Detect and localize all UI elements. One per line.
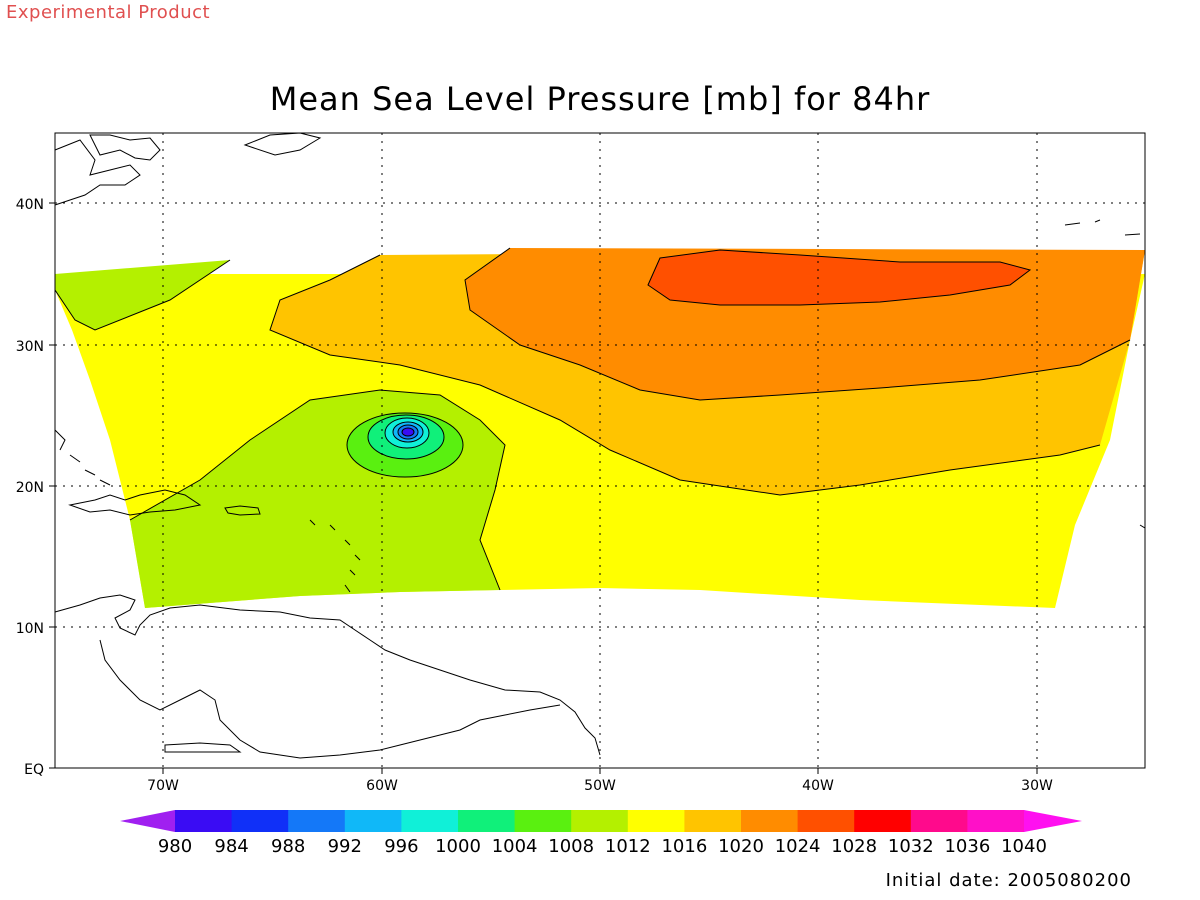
colorbar-segment [288,810,346,832]
colorbar-labels: 980 984 988 992 996 1000 1004 1008 1012 1016 1020 1… [158,836,1047,857]
colorbar-label: 1040 [1001,836,1047,857]
colorbar-label: 1036 [944,836,990,857]
lon-label: 40W [802,778,834,794]
colorbar-label: 1000 [435,836,481,857]
colorbar-segment [910,810,968,832]
axis-ticks [49,202,1038,774]
colorbar-segment [684,810,742,832]
colorbar-label: 984 [214,836,248,857]
colorbar-segment [514,810,572,832]
coastlines [54,132,1146,759]
lat-label: EQ [24,762,44,778]
storm-984 [402,428,414,436]
colorbar-label: 1012 [605,836,651,857]
initial-date: Initial date: 2005080200 [885,870,1132,891]
lon-label: 30W [1021,778,1053,794]
colorbar-label: 988 [271,836,305,857]
lat-label: 20N [16,480,44,496]
colorbar-label: 1008 [548,836,594,857]
experimental-product-label: Experimental Product [6,2,211,23]
colorbar-segment [175,810,233,832]
region-1024-high [648,250,1030,305]
colorbar-label: 1028 [831,836,877,857]
colorbar-segment [797,810,855,832]
map-title: Mean Sea Level Pressure [mb] for 84hr [269,80,931,118]
colorbar-segment [967,810,1025,832]
colorbar-label: 1032 [888,836,934,857]
colorbar-label: 996 [384,836,418,857]
colorbar-label: 1020 [718,836,764,857]
colorbar [120,810,1082,832]
colorbar-segment [231,810,289,832]
colorbar-segment [741,810,799,832]
colorbar-segment [344,810,402,832]
colorbar-label: 1024 [775,836,821,857]
lon-label: 70W [147,778,179,794]
colorbar-segment [854,810,912,832]
colorbar-arrow-low [120,810,175,832]
lat-label: 10N [16,621,44,637]
colorbar-segment [627,810,685,832]
lat-label: 30N [16,339,44,355]
region-1008-west [55,260,230,330]
pressure-field [55,248,1145,608]
colorbar-label: 1016 [661,836,707,857]
colorbar-segment [401,810,459,832]
gridlines [55,133,1145,768]
colorbar-segment [458,810,516,832]
colorbar-arrow-high [1024,810,1082,832]
axis-labels: 40N 30N 20N 10N EQ 70W 60W 50W 40W 30W [16,197,1053,794]
isobar-lines [54,247,1131,591]
lon-label: 50W [584,778,616,794]
colorbar-label: 992 [328,836,362,857]
lat-label: 40N [16,197,44,213]
colorbar-label: 1004 [492,836,538,857]
colorbar-label: 980 [158,836,192,857]
lon-label: 60W [366,778,398,794]
colorbar-segment [571,810,629,832]
